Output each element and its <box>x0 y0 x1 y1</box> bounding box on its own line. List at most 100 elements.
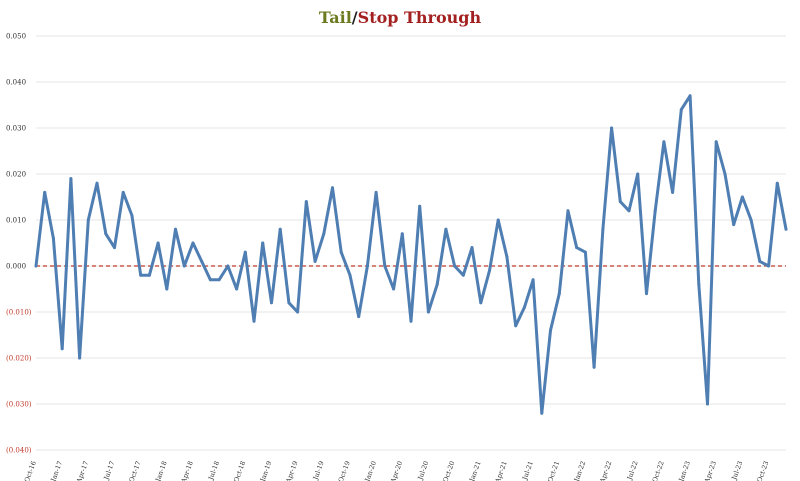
x-tick-label: Jan-17 <box>49 460 64 481</box>
data-point <box>775 181 779 185</box>
data-point <box>679 108 683 112</box>
x-axis-ticks: Oct-16 Jan-17 Apr-17 Jul-17 Oct-17 Jan-18 Apr-… <box>23 460 771 481</box>
y-tick-label: 0.040 <box>6 79 26 87</box>
data-point <box>418 204 422 208</box>
data-point <box>479 301 483 305</box>
y-tick-label: (0.020) <box>6 355 32 363</box>
data-point <box>767 264 771 268</box>
data-point <box>557 292 561 296</box>
data-point <box>758 259 762 263</box>
x-tick-label: Apr-21 <box>493 460 509 481</box>
data-point <box>592 365 596 369</box>
data-point <box>714 140 718 144</box>
data-point <box>444 227 448 231</box>
x-tick-label: Jan-23 <box>677 460 692 481</box>
title-tail: Tail <box>319 8 352 27</box>
data-point <box>644 292 648 296</box>
x-tick-label: Apr-22 <box>598 460 614 481</box>
data-point <box>522 305 526 309</box>
data-point <box>487 269 491 273</box>
title-stop-through: Stop Through <box>358 8 482 27</box>
data-point <box>243 250 247 254</box>
data-point <box>235 287 239 291</box>
data-point <box>583 250 587 254</box>
data-point <box>618 200 622 204</box>
y-tick-label: (0.010) <box>6 309 32 317</box>
data-point <box>723 172 727 176</box>
data-point <box>531 278 535 282</box>
x-tick-label: Oct-22 <box>651 460 666 481</box>
x-tick-label: Oct-21 <box>546 460 561 481</box>
data-point <box>784 227 788 231</box>
data-point <box>697 282 701 286</box>
x-tick-label: Oct-16 <box>23 460 38 481</box>
x-tick-label: Jan-19 <box>258 460 273 481</box>
gridlines <box>36 35 786 451</box>
y-tick-label: 0.010 <box>6 217 26 225</box>
data-point <box>688 94 692 98</box>
data-point <box>549 328 553 332</box>
x-tick-label: Oct-18 <box>232 460 247 481</box>
data-point <box>627 209 631 213</box>
series-line <box>34 94 788 415</box>
y-tick-label: 0.020 <box>6 171 26 179</box>
data-point <box>566 209 570 213</box>
data-point <box>139 273 143 277</box>
data-point <box>104 232 108 236</box>
data-point <box>174 227 178 231</box>
x-tick-label: Jan-22 <box>572 460 587 481</box>
data-point <box>575 246 579 250</box>
data-point <box>296 310 300 314</box>
y-tick-label: (0.040) <box>6 447 32 455</box>
data-point <box>496 218 500 222</box>
data-point <box>435 282 439 286</box>
data-point <box>278 227 282 231</box>
x-tick-label: Jul-20 <box>416 460 430 481</box>
data-point <box>43 190 47 194</box>
data-point <box>461 273 465 277</box>
x-tick-label: Jul-22 <box>625 460 639 481</box>
data-point <box>662 140 666 144</box>
y-tick-label: 0.030 <box>6 125 26 133</box>
x-tick-label: Apr-18 <box>179 460 195 481</box>
x-tick-label: Apr-20 <box>389 460 405 481</box>
x-tick-label: Oct-17 <box>127 460 142 481</box>
data-point <box>269 301 273 305</box>
data-point <box>191 241 195 245</box>
data-point <box>304 200 308 204</box>
data-point <box>78 356 82 360</box>
data-point <box>601 227 605 231</box>
data-point <box>505 255 509 259</box>
data-point <box>112 246 116 250</box>
x-tick-label: Jan-20 <box>363 460 378 481</box>
data-point <box>540 411 544 415</box>
data-point <box>182 264 186 268</box>
chart-title: Tail/Stop Through <box>319 8 482 27</box>
data-point <box>339 250 343 254</box>
data-point <box>749 218 753 222</box>
data-point <box>374 190 378 194</box>
data-point <box>313 259 317 263</box>
data-point <box>95 181 99 185</box>
data-point <box>217 278 221 282</box>
x-tick-label: Apr-23 <box>703 460 719 481</box>
data-point <box>392 287 396 291</box>
x-tick-label: Jul-18 <box>207 460 221 481</box>
data-point <box>653 209 657 213</box>
data-point <box>165 287 169 291</box>
data-point <box>470 246 474 250</box>
data-point <box>86 218 90 222</box>
y-tick-label: (0.030) <box>6 401 32 409</box>
data-point <box>252 319 256 323</box>
data-point <box>331 186 335 190</box>
data-point <box>671 190 675 194</box>
x-tick-label: Jul-19 <box>311 460 325 481</box>
data-point <box>706 402 710 406</box>
data-point <box>69 177 73 181</box>
data-point <box>453 264 457 268</box>
x-tick-label: Oct-20 <box>441 460 456 481</box>
data-point <box>740 195 744 199</box>
data-point <box>348 273 352 277</box>
x-tick-label: Jul-17 <box>102 460 116 481</box>
data-point <box>156 241 160 245</box>
